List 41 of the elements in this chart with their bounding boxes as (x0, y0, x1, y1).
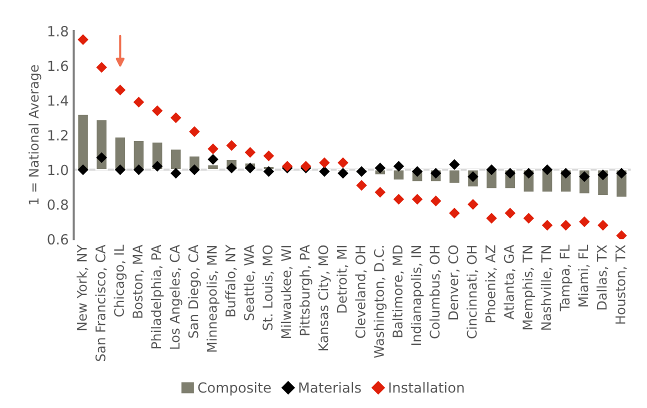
y-tick-label: 1.4 (48, 96, 68, 106)
y-tick-label: 1.6 (48, 60, 68, 72)
x-tick-label: Miami, FL (578, 244, 590, 306)
x-tick-label: San Diego, CA (188, 244, 201, 338)
x-tick-label: Detroit, MI (336, 246, 348, 312)
y-axis-title: 1 = National Average (28, 65, 42, 204)
x-tick-label: Baltimore, MD (392, 245, 404, 338)
y-tick-label: 0.8 (48, 199, 68, 210)
x-tick-label: New York, NY (76, 244, 88, 330)
x-tick-label: Houston, TX (616, 245, 627, 324)
x-tick-label: Phoenix, AZ (485, 245, 497, 322)
x-tick-label: Columbus, OH (429, 246, 442, 338)
x-tick-label: Philadelphia, PA (150, 244, 164, 348)
x-tick-label: Boston, MA (132, 244, 144, 318)
y-tick-label: 1.8 (48, 26, 68, 36)
x-tick-label: Nashville, TN (540, 246, 552, 330)
legend-label: Composite (198, 382, 271, 396)
y-tick-label: 1.2 (48, 130, 68, 140)
x-tick-label: Milwaukee, WI (280, 246, 292, 338)
legend-label: Installation (389, 382, 464, 393)
x-tick-label: Tampa, FL (560, 244, 572, 312)
x-tick-label: Buffalo, NY (225, 244, 237, 316)
x-tick-label: Pittsburgh, PA (299, 244, 312, 336)
x-tick-label: Indianapolis, IN (410, 246, 424, 345)
x-tick-label: St. Louis, MO (262, 245, 274, 330)
x-tick-label: Washington, D.C. (374, 246, 387, 358)
y-tick-label: 0.6 (48, 234, 68, 245)
x-tick-label: Chicago, IL (114, 244, 127, 317)
x-tick-label: Kansas City, MO (318, 245, 331, 350)
x-tick-label: Atlanta, GA (504, 244, 516, 320)
y-tick-label: 1.0 (48, 164, 68, 176)
legend-label: Materials (299, 382, 361, 393)
x-tick-label: Denver, CO (448, 245, 460, 320)
x-tick-label: Minneapolis, MN (206, 246, 220, 352)
x-tick-label: Dallas, TX (596, 245, 608, 310)
x-tick-label: Cincinnati, OH (466, 246, 478, 338)
x-tick-label: Memphis, TN (522, 246, 536, 330)
x-tick-label: Seattle, WA (244, 244, 256, 320)
x-tick-label: Cleveland, OH (355, 246, 367, 338)
x-tick-label: San Francisco, CA (95, 244, 107, 362)
x-tick-label: Los Angeles, CA (170, 244, 182, 349)
